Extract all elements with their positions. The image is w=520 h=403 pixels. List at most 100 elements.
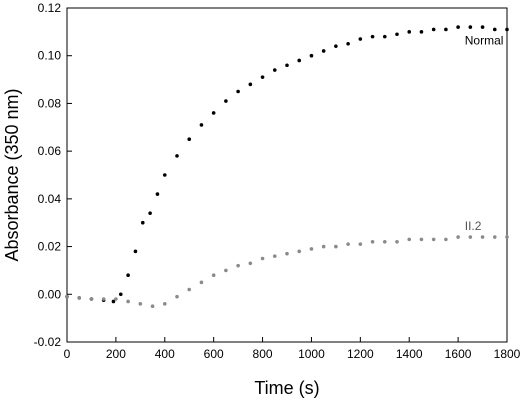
data-point [150, 304, 155, 309]
data-points [65, 25, 509, 309]
data-point [419, 30, 424, 34]
data-point [334, 244, 338, 249]
data-point [118, 292, 123, 297]
data-point [248, 261, 253, 266]
data-point [148, 211, 152, 215]
series-labels: Normal II.2 [465, 33, 504, 233]
data-point [395, 240, 399, 244]
x-tick-label: 600 [204, 347, 224, 361]
data-point [126, 299, 130, 304]
data-point [272, 68, 277, 72]
y-tick-label: 0.06 [38, 144, 62, 158]
data-point [162, 302, 167, 306]
x-tick-label: 1400 [396, 347, 423, 361]
series-1-points [65, 235, 509, 309]
data-point [285, 63, 289, 68]
data-point [334, 44, 338, 48]
series-label: Normal [465, 33, 504, 47]
data-point [199, 123, 204, 127]
data-point [346, 242, 350, 246]
data-point [224, 268, 228, 273]
data-point [382, 240, 387, 244]
data-point [138, 302, 143, 306]
data-point [260, 256, 265, 261]
series-label: II.2 [465, 219, 482, 233]
data-point [370, 34, 375, 39]
x-tick-label: 400 [155, 347, 175, 361]
x-tick-label: 1600 [445, 347, 472, 361]
plot-frame [66, 7, 508, 343]
data-point [248, 82, 253, 87]
data-point [297, 58, 302, 63]
x-tick-label: 800 [253, 347, 273, 361]
data-point [431, 27, 436, 32]
data-point [407, 30, 412, 34]
data-point [382, 34, 387, 39]
data-point [155, 192, 160, 196]
data-point [346, 41, 350, 46]
data-point [199, 280, 204, 285]
data-point [236, 89, 240, 94]
data-point [111, 299, 116, 304]
data-point [272, 254, 277, 258]
data-point [65, 294, 69, 299]
data-point [480, 235, 485, 239]
y-axis: -0.02 0.00 0.02 0.04 0.06 0.08 0.10 0.12 [34, 1, 72, 349]
x-tick-label: 1800 [494, 347, 520, 361]
data-point [444, 237, 448, 242]
y-tick-label: 0.10 [38, 49, 62, 63]
x-tick-label: 1200 [347, 347, 374, 361]
x-axis: 0 200 400 600 800 1000 1200 1400 1600 1800 [64, 337, 520, 361]
data-point [492, 27, 497, 32]
data-point [224, 99, 228, 103]
data-point [456, 235, 460, 239]
y-tick-label: 0.08 [38, 96, 62, 110]
x-tick-label: 200 [106, 347, 126, 361]
data-point [114, 297, 118, 301]
data-point [395, 32, 399, 37]
y-tick-label: -0.02 [34, 335, 62, 349]
data-point [236, 263, 240, 268]
y-tick-label: 0.12 [38, 1, 62, 15]
data-point [431, 237, 436, 242]
series-0-points [65, 25, 509, 304]
data-point [492, 235, 497, 239]
data-point [187, 287, 192, 292]
data-point [162, 173, 167, 177]
y-tick-label: 0.02 [38, 240, 62, 254]
data-point [140, 220, 145, 225]
data-point [211, 111, 216, 115]
data-point [297, 249, 302, 254]
data-point [187, 137, 192, 142]
data-point [309, 247, 314, 251]
y-tick-label: 0.00 [38, 287, 62, 301]
data-point [419, 237, 424, 242]
data-point [126, 273, 130, 278]
data-point [468, 25, 473, 29]
data-point [175, 294, 179, 299]
y-axis-title: Absorbance (350 nm) [2, 88, 22, 261]
data-point [358, 242, 363, 246]
data-point [468, 235, 473, 239]
data-point [321, 244, 326, 249]
y-tick-label: 0.04 [38, 192, 62, 206]
x-axis-title: Time (s) [254, 378, 319, 398]
data-point [211, 273, 216, 278]
data-point [101, 297, 106, 301]
data-point [285, 251, 289, 256]
data-point [480, 25, 485, 29]
data-point [309, 53, 314, 58]
x-tick-label: 0 [64, 347, 71, 361]
data-point [77, 296, 82, 300]
data-point [444, 27, 448, 32]
data-point [456, 25, 460, 29]
data-point [133, 249, 138, 254]
data-point [407, 237, 412, 242]
data-point [358, 37, 363, 41]
data-point [505, 235, 509, 239]
x-tick-label: 1000 [298, 347, 325, 361]
data-point [321, 49, 326, 53]
data-point [370, 240, 375, 244]
data-point [505, 27, 509, 32]
